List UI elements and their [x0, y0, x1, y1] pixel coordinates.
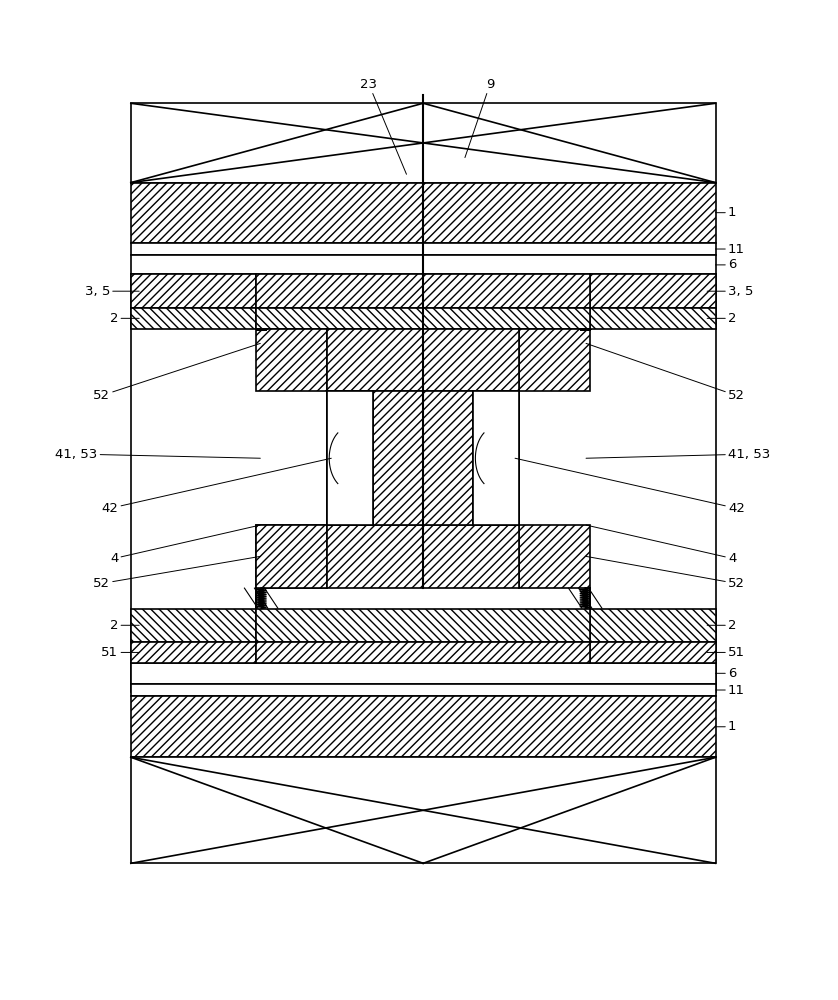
- Bar: [473, 391, 520, 525]
- Bar: [327, 525, 520, 588]
- Text: 52: 52: [93, 343, 261, 402]
- Polygon shape: [256, 329, 327, 391]
- Bar: [327, 391, 373, 525]
- Bar: [131, 308, 256, 329]
- Text: 2: 2: [707, 312, 737, 325]
- Bar: [131, 663, 716, 684]
- Bar: [131, 642, 256, 663]
- Bar: [256, 642, 590, 663]
- Bar: [131, 274, 256, 308]
- Polygon shape: [520, 329, 590, 391]
- Bar: [590, 609, 716, 642]
- Text: 6: 6: [716, 667, 737, 680]
- Polygon shape: [520, 525, 590, 609]
- Bar: [256, 274, 590, 308]
- Polygon shape: [256, 525, 327, 609]
- Bar: [327, 391, 373, 525]
- Bar: [327, 329, 520, 391]
- Text: 11: 11: [716, 243, 745, 256]
- Bar: [373, 391, 473, 525]
- Text: 51: 51: [101, 646, 139, 659]
- Text: 52: 52: [586, 556, 745, 590]
- Text: 2: 2: [707, 619, 737, 632]
- Bar: [473, 391, 520, 525]
- Text: 3, 5: 3, 5: [85, 285, 139, 298]
- Text: 11: 11: [716, 684, 745, 697]
- Text: 41, 53: 41, 53: [55, 448, 261, 461]
- Text: 1: 1: [716, 720, 737, 733]
- Bar: [131, 255, 716, 274]
- Bar: [590, 308, 716, 329]
- Text: 42: 42: [101, 458, 331, 515]
- Bar: [590, 642, 716, 663]
- Text: 23: 23: [360, 78, 406, 174]
- Bar: [131, 274, 716, 692]
- Bar: [131, 684, 716, 696]
- Bar: [256, 609, 590, 642]
- Bar: [131, 103, 716, 183]
- Text: 52: 52: [93, 556, 261, 590]
- Text: 42: 42: [515, 458, 745, 515]
- Text: 4: 4: [586, 525, 737, 565]
- Bar: [131, 183, 716, 243]
- Text: 6: 6: [716, 258, 737, 271]
- Polygon shape: [256, 525, 327, 588]
- Polygon shape: [473, 391, 520, 525]
- Text: 1: 1: [716, 206, 737, 219]
- Bar: [131, 609, 256, 642]
- Bar: [256, 308, 590, 329]
- Text: 41, 53: 41, 53: [586, 448, 770, 461]
- Bar: [131, 757, 716, 863]
- Polygon shape: [327, 391, 373, 525]
- Bar: [590, 274, 716, 308]
- Bar: [131, 243, 716, 255]
- Text: 2: 2: [110, 619, 139, 632]
- Bar: [131, 696, 716, 757]
- Text: 4: 4: [110, 525, 261, 565]
- Text: 2: 2: [110, 312, 139, 325]
- Text: 52: 52: [586, 343, 745, 402]
- Text: 3, 5: 3, 5: [707, 285, 753, 298]
- Text: 9: 9: [465, 78, 494, 158]
- Text: 51: 51: [707, 646, 745, 659]
